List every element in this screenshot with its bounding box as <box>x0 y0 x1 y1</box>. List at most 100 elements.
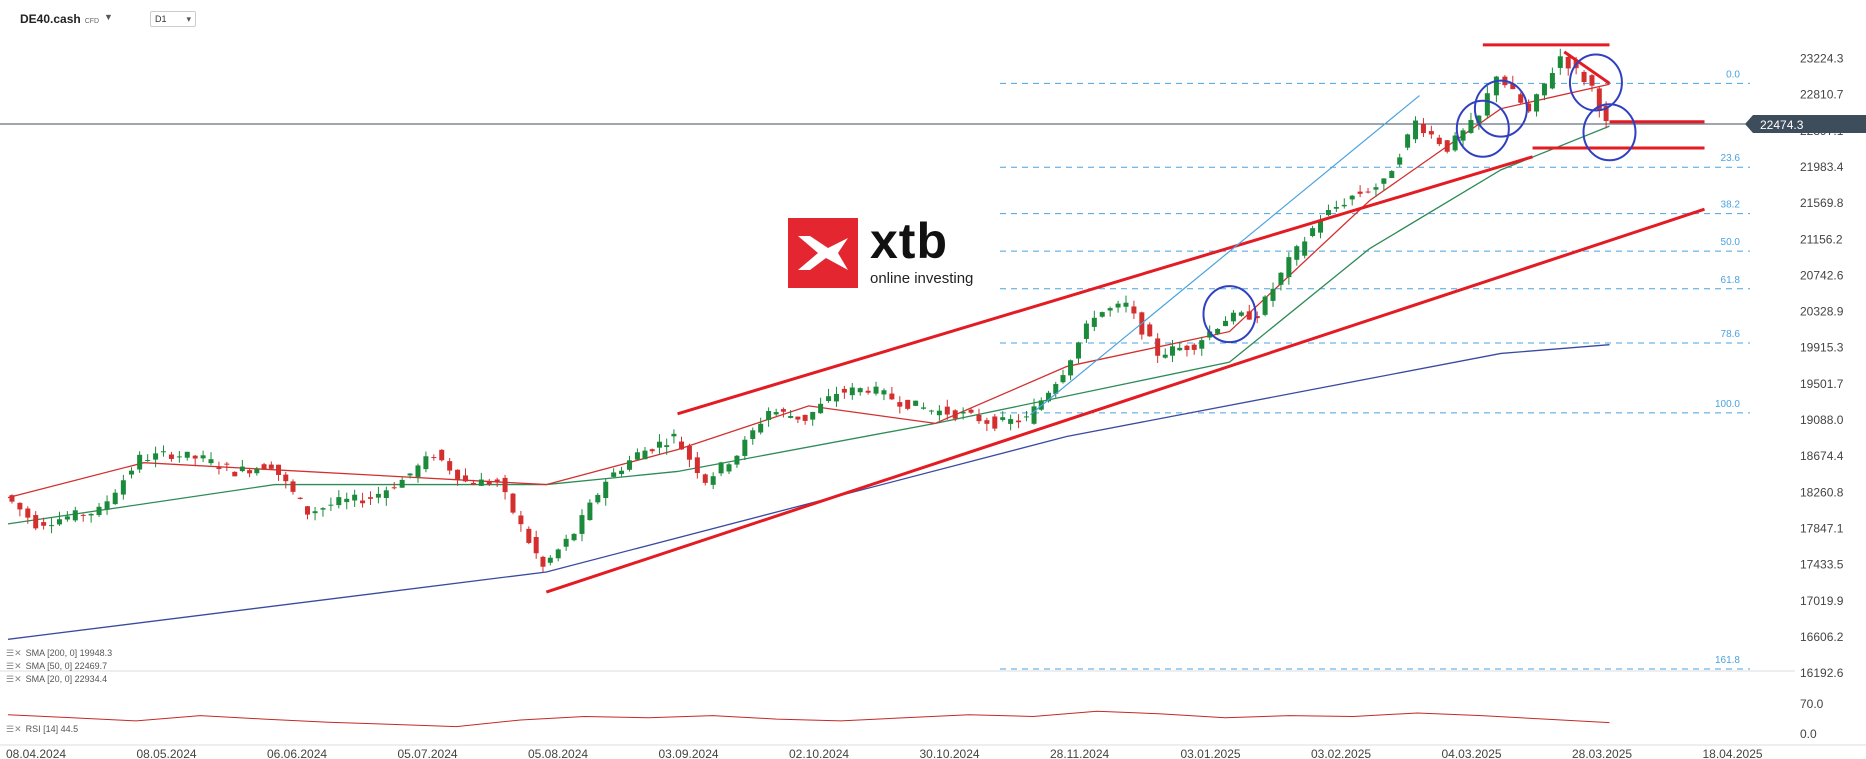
candle-body <box>1493 76 1499 96</box>
candle-body <box>72 510 78 521</box>
candle-body <box>1262 296 1268 315</box>
indicator-legend-sma200[interactable]: ☰✕ SMA [200, 0] 19948.3 <box>6 648 112 659</box>
price-tick-label: 20328.9 <box>1800 305 1844 319</box>
fib-level-label: 78.6 <box>1721 329 1741 340</box>
candle-body <box>297 497 303 499</box>
timeframe-select[interactable]: D1 ▾ <box>150 11 196 27</box>
candle-body <box>470 482 476 485</box>
candle-body <box>1046 392 1052 402</box>
candle-body <box>375 493 381 498</box>
candle-body <box>399 479 405 488</box>
candle-body <box>407 473 413 476</box>
candle-body <box>718 462 724 474</box>
candle-body <box>984 420 990 424</box>
candle-body <box>1155 338 1161 356</box>
candle-body <box>1484 93 1490 116</box>
price-tick-label: 19915.3 <box>1800 341 1844 355</box>
candle-body <box>1549 72 1555 89</box>
settings-icon[interactable]: ☰✕ <box>6 674 22 684</box>
price-tick-label: 20742.6 <box>1800 268 1844 282</box>
candle-body <box>518 515 524 525</box>
chart-toolbar: DE40.cash CFD ▼ D1 ▾ <box>0 0 1866 30</box>
candle-body <box>247 470 253 474</box>
candle-body <box>367 497 373 499</box>
date-tick-label: 08.04.2024 <box>6 747 66 759</box>
candle-body <box>587 502 593 521</box>
date-tick-label: 03.09.2024 <box>659 747 719 759</box>
candle-body <box>208 459 214 464</box>
indicator-legend-sma20[interactable]: ☰✕ SMA [20, 0] 22934.4 <box>6 674 107 685</box>
candle-body <box>1199 340 1205 349</box>
candle-body <box>1075 342 1081 359</box>
price-tick-label: 19088.0 <box>1800 413 1844 427</box>
candle-body <box>563 538 569 547</box>
candle-body <box>352 494 358 501</box>
candle-body <box>1230 312 1236 322</box>
candle-body <box>671 433 677 437</box>
symbol-selector[interactable]: DE40.cash CFD <box>20 12 99 26</box>
candle-body <box>686 446 692 460</box>
candle-body <box>897 402 903 407</box>
logo-mark <box>788 218 858 288</box>
rsi-tick-label: 0.0 <box>1800 727 1817 741</box>
candle-body <box>766 410 772 420</box>
candle-body <box>415 465 421 477</box>
candle-body <box>1365 191 1371 193</box>
date-tick-label: 18.04.2025 <box>1703 747 1763 759</box>
candle-body <box>1476 115 1482 123</box>
candle-body <box>268 464 274 469</box>
candle-body <box>533 536 539 554</box>
date-tick-label: 30.10.2024 <box>920 747 980 759</box>
candle-body <box>502 477 508 493</box>
candle-body <box>773 412 779 415</box>
candle-body <box>80 514 86 516</box>
candle-body <box>1278 272 1284 285</box>
indicator-label: SMA [200, 0] 19948.3 <box>25 648 113 658</box>
candle-body <box>1107 308 1113 311</box>
indicator-legend-rsi[interactable]: ☰✕ RSI [14] 44.5 <box>6 724 78 735</box>
candle-body <box>1541 83 1547 96</box>
candle-body <box>595 494 601 503</box>
candle-body <box>579 515 585 534</box>
price-tick-label: 16606.2 <box>1800 630 1844 644</box>
candle-body <box>1016 420 1022 423</box>
candle-body <box>1246 311 1252 320</box>
candle-body <box>881 390 887 395</box>
candle-body <box>603 481 609 499</box>
candle-body <box>1000 417 1006 420</box>
settings-icon[interactable]: ☰✕ <box>6 648 22 658</box>
candle-body <box>64 516 70 520</box>
candle-body <box>1083 323 1089 339</box>
candle-body <box>17 502 23 510</box>
candle-body <box>1147 324 1153 337</box>
candle-body <box>976 414 982 422</box>
rsi-line <box>7 710 1610 728</box>
candle-body <box>540 556 546 567</box>
candle-body <box>33 515 39 529</box>
candle-body <box>960 411 966 414</box>
candle-body <box>1325 210 1331 216</box>
candle-body <box>1215 328 1221 334</box>
candle-body <box>780 409 786 412</box>
date-tick-label: 05.07.2024 <box>398 747 458 759</box>
fib-anchor-line <box>1030 95 1420 416</box>
candle-body <box>184 451 190 458</box>
candle-body <box>619 470 625 475</box>
settings-icon[interactable]: ☰✕ <box>6 724 22 734</box>
settings-icon[interactable]: ☰✕ <box>6 661 22 671</box>
candle-body <box>795 416 801 420</box>
chevron-down-icon[interactable]: ▼ <box>104 12 113 22</box>
indicator-legend-sma50[interactable]: ☰✕ SMA [50, 0] 22469.7 <box>6 661 107 672</box>
symbol-label: DE40.cash <box>20 12 81 26</box>
fib-level-label: 100.0 <box>1715 399 1740 410</box>
wedge-upper-trendline <box>1563 50 1611 85</box>
date-tick-label: 05.08.2024 <box>528 747 588 759</box>
candle-body <box>758 423 764 433</box>
sma20-line <box>7 83 1610 499</box>
candle-body <box>571 533 577 541</box>
candle-body <box>328 504 334 506</box>
candle-body <box>1373 187 1379 190</box>
price-tick-label: 17433.5 <box>1800 558 1844 572</box>
candle-body <box>1357 191 1363 194</box>
